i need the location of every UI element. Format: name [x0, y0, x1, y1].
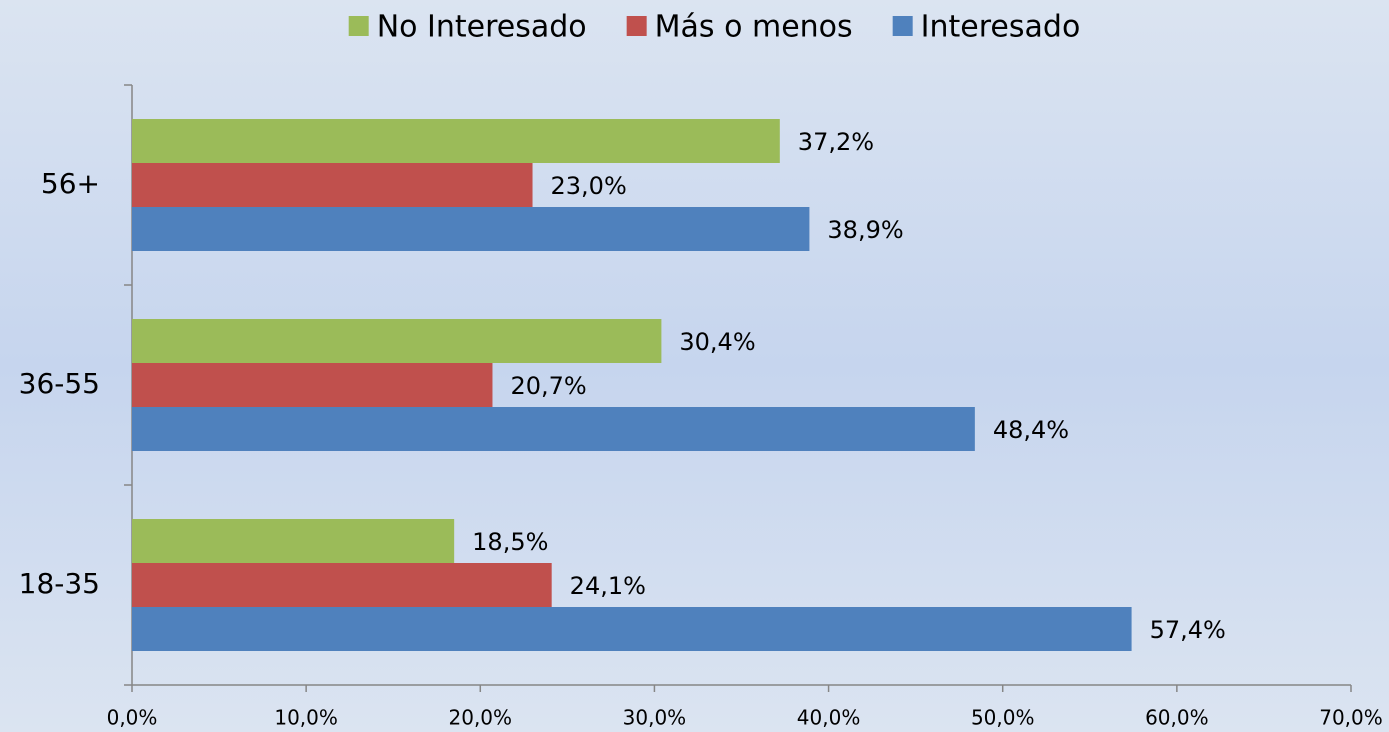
bar: [132, 119, 780, 163]
bar: [132, 607, 1132, 651]
legend-swatch: [348, 16, 369, 36]
y-tick-label: 36-55: [19, 367, 100, 400]
x-tick-label: 30,0%: [623, 706, 687, 730]
bar: [132, 407, 975, 451]
y-tick-label: 56+: [41, 167, 100, 200]
x-tick-label: 40,0%: [797, 706, 861, 730]
bar: [132, 163, 533, 207]
x-tick-label: 0,0%: [107, 706, 158, 730]
data-label: 30,4%: [679, 328, 755, 356]
bar: [132, 207, 810, 251]
legend-label: No Interesado: [377, 10, 587, 45]
data-label: 23,0%: [551, 172, 627, 200]
legend-label: Interesado: [921, 10, 1081, 45]
data-label: 20,7%: [510, 372, 586, 400]
data-label: 57,4%: [1150, 616, 1226, 644]
bar: [132, 363, 493, 407]
legend-swatch: [892, 16, 913, 36]
x-tick-label: 10,0%: [274, 706, 338, 730]
data-label: 24,1%: [570, 572, 646, 600]
bar: [132, 563, 552, 607]
x-tick-label: 20,0%: [449, 706, 513, 730]
data-label: 48,4%: [993, 416, 1069, 444]
x-tick-label: 60,0%: [1145, 706, 1209, 730]
data-label: 18,5%: [472, 528, 548, 556]
legend-label: Más o menos: [655, 10, 853, 45]
bar: [132, 519, 455, 563]
legend-swatch: [626, 16, 647, 36]
data-label: 37,2%: [798, 128, 874, 156]
bar: [132, 319, 662, 363]
x-tick-label: 50,0%: [971, 706, 1035, 730]
y-tick-label: 18-35: [19, 567, 100, 600]
data-label: 38,9%: [827, 216, 903, 244]
x-tick-label: 70,0%: [1319, 706, 1383, 730]
